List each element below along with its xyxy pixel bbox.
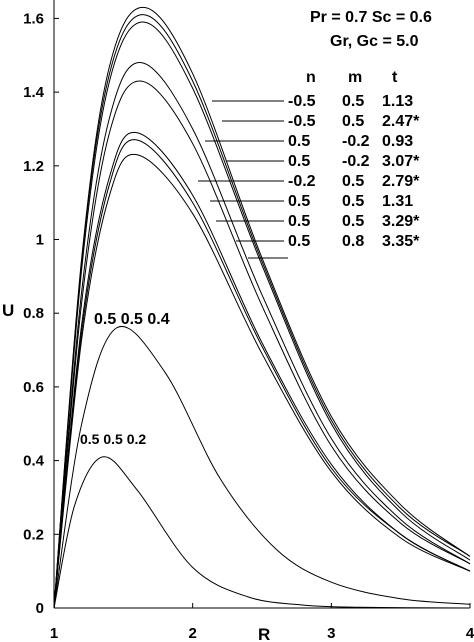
y-tick-label: 0.4 (23, 453, 45, 470)
table-cell: 0.8 (342, 233, 364, 250)
table-cell: 0.5 (288, 153, 310, 170)
curve-label-2: 0.5 0.5 0.2 (80, 431, 146, 447)
y-tick-label: 0.2 (23, 526, 44, 543)
curve-7 (53, 139, 471, 609)
axes (53, 0, 470, 609)
table-cell: 0.5 (342, 93, 364, 110)
curve-5 (53, 80, 471, 609)
x-tick-label: 3 (327, 625, 335, 642)
table-header-t: t (392, 69, 398, 86)
table-cell: 3.29* (382, 213, 420, 230)
y-axis-label: U (2, 301, 14, 320)
x-axis-label: R (258, 625, 270, 642)
y-tick-label: 1 (36, 232, 44, 249)
curve-label-1: 0.5 0.5 0.4 (94, 311, 170, 328)
table-cell: 0.5 (342, 213, 364, 230)
table-cell: 0.5 (288, 213, 310, 230)
table-cell: -0.2 (342, 133, 370, 150)
table-cell: -0.5 (288, 93, 316, 110)
table-cell: 0.5 (342, 173, 364, 190)
table-cell: 0.5 (288, 133, 310, 150)
curves (53, 6, 471, 609)
y-tick-label: 0 (36, 600, 44, 617)
table-cell: 0.93 (382, 133, 413, 150)
leader-lines (198, 100, 288, 259)
y-tick-label: 0.6 (23, 379, 44, 396)
table-cell: -0.2 (342, 153, 370, 170)
table-cell: 2.79* (382, 173, 420, 190)
x-tick-label: 2 (188, 625, 196, 642)
y-tick-label: 0.8 (23, 305, 44, 322)
curve-4 (53, 62, 471, 609)
curve-2 (53, 14, 471, 609)
table-cell: -0.5 (288, 113, 316, 130)
x-tick-label: 4 (466, 625, 474, 642)
table-cell: 1.31 (382, 193, 413, 210)
table-cell: -0.2 (288, 173, 316, 190)
table-cell: 2.47* (382, 113, 420, 130)
y-tick-labels: 0 0.2 0.4 0.6 0.8 1 1.2 1.4 1.6 (23, 10, 59, 617)
curve-10 (53, 456, 471, 609)
curve-9 (53, 325, 471, 609)
parameter-table: n m t -0.5 0.5 1.13 -0.5 0.5 2.47* 0.5 -0.2 0.93 0.5… (288, 69, 420, 250)
params-line-2: Gr, Gc = 5.0 (330, 33, 419, 50)
table-cell: 3.07* (382, 153, 420, 170)
table-cell: 0.5 (342, 113, 364, 130)
x-tick-label: 1 (50, 625, 58, 642)
y-tick-label: 1.4 (23, 84, 45, 101)
y-tick-label: 1.2 (23, 158, 44, 175)
table-cell: 0.5 (288, 233, 310, 250)
curve-8 (53, 153, 471, 609)
table-cell: 1.13 (382, 93, 413, 110)
params-line-1: Pr = 0.7 Sc = 0.6 (310, 9, 432, 26)
table-cell: 0.5 (342, 193, 364, 210)
curve-6 (53, 131, 471, 609)
table-cell: 3.35* (382, 233, 420, 250)
curve-3 (53, 21, 471, 609)
y-tick-label: 1.6 (23, 10, 44, 27)
table-cell: 0.5 (288, 193, 310, 210)
table-header-n: n (306, 69, 316, 86)
table-header-m: m (348, 69, 362, 86)
